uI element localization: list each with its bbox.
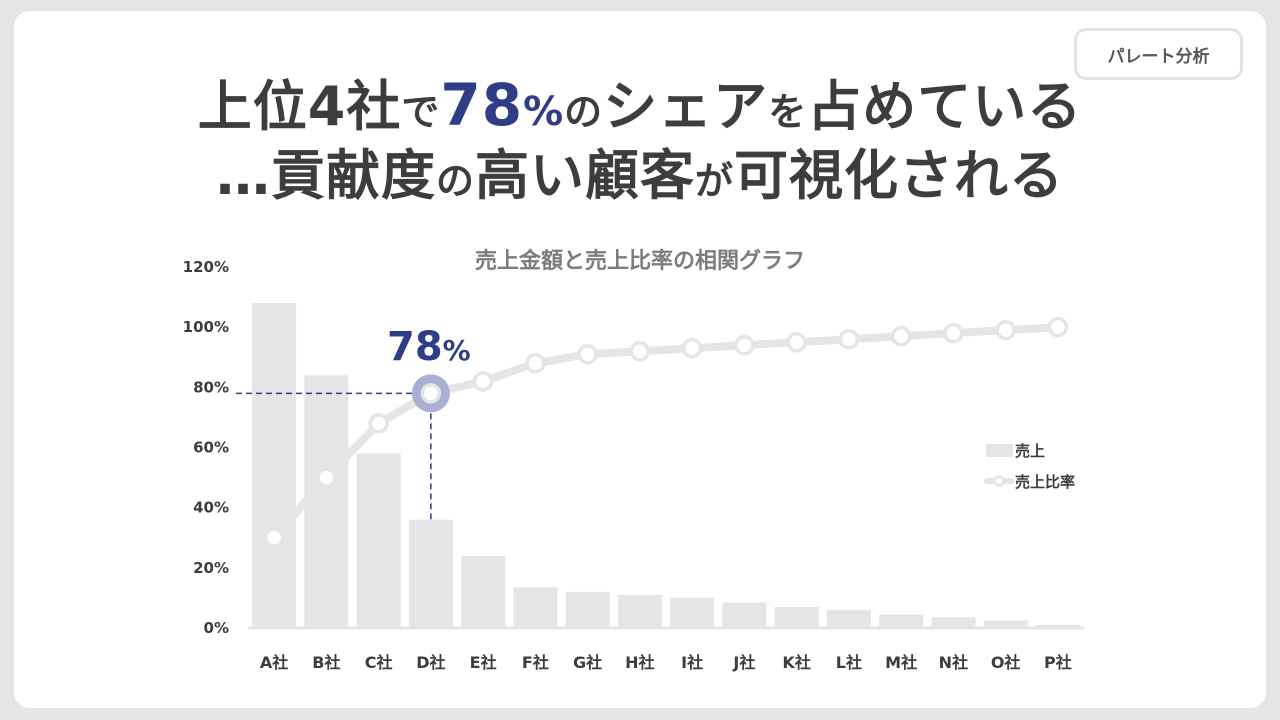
y-tick-label: 80% — [193, 378, 229, 396]
bar-C社 — [356, 453, 401, 628]
annotation-label: 78% — [387, 324, 471, 370]
line-point-I社 — [681, 337, 703, 359]
bar-G社 — [565, 591, 610, 628]
y-tick-label: 0% — [204, 619, 229, 637]
bar-H社 — [617, 594, 662, 628]
y-tick-label: 60% — [193, 439, 229, 457]
bar-O社 — [983, 620, 1028, 628]
bar-N社 — [931, 617, 976, 628]
bar-B社 — [304, 375, 349, 628]
section-tag: パレート分析 — [1074, 28, 1243, 80]
bar-F社 — [513, 587, 558, 628]
x-tick-label: C社 — [365, 653, 393, 672]
bar-A社 — [252, 303, 297, 628]
headline-part: の — [564, 90, 604, 134]
x-tick-label: B社 — [312, 653, 340, 672]
headline-line-1: 上位4社で78%のシェアを占めている — [0, 76, 1280, 134]
bar-E社 — [461, 555, 506, 628]
x-tick-label: L社 — [836, 653, 862, 672]
line-point-J社 — [734, 334, 755, 356]
headline-highlight: 78% — [440, 71, 565, 139]
x-tick-label: O社 — [991, 653, 1021, 672]
x-tick-label: M社 — [885, 653, 917, 672]
bar-I社 — [670, 597, 715, 628]
y-tick-label: 40% — [193, 499, 229, 517]
line-point-D社 — [420, 383, 442, 404]
bar-K社 — [774, 606, 819, 628]
legend-label: 売上 — [1015, 442, 1045, 460]
line-point-F社 — [525, 353, 546, 374]
bar-J社 — [722, 602, 767, 628]
x-tick-label: N社 — [939, 653, 968, 672]
y-tick-label: 100% — [183, 318, 229, 336]
y-tick-label: 120% — [183, 258, 229, 276]
x-tick-label: E社 — [470, 653, 497, 672]
headline-part: 可視化される — [734, 144, 1065, 207]
line-point-E社 — [472, 371, 494, 392]
headline-part: 占めている — [807, 75, 1083, 138]
bar-L社 — [826, 609, 871, 628]
headline-part: で — [401, 90, 441, 134]
line-point-H社 — [629, 340, 651, 362]
bar-P社 — [1035, 624, 1080, 628]
x-tick-label: F社 — [522, 653, 549, 672]
legend-label: 売上比率 — [1015, 473, 1075, 491]
headline-line-2: …貢献度の高い顧客が可視化される — [0, 149, 1280, 203]
headline-part: 上位4社 — [197, 75, 402, 138]
x-tick-label: I社 — [681, 653, 703, 672]
x-tick-label: D社 — [416, 653, 445, 672]
bar-D社 — [408, 519, 453, 628]
x-tick-label: G社 — [573, 653, 602, 672]
line-point-M社 — [890, 325, 912, 347]
line-point-B社 — [316, 467, 337, 488]
bar-M社 — [879, 614, 924, 628]
headline-part: シェア — [603, 75, 769, 138]
legend-swatch-point — [993, 475, 1005, 487]
line-point-N社 — [943, 322, 964, 344]
legend-swatch-bar — [986, 444, 1013, 457]
y-tick-label: 20% — [193, 559, 229, 577]
line-point-K社 — [786, 331, 807, 353]
line-point-C社 — [368, 413, 389, 434]
line-point-O社 — [995, 319, 1016, 341]
line-point-A社 — [263, 527, 285, 548]
line-point-G社 — [577, 343, 598, 365]
x-tick-label: A社 — [260, 653, 288, 672]
x-tick-label: H社 — [625, 653, 654, 672]
headline-part: を — [768, 90, 808, 134]
headline-part: の — [435, 159, 475, 203]
headline-part: …貢献度 — [215, 144, 436, 207]
series-line-売上比率 — [270, 323, 1062, 542]
x-tick-label: K社 — [782, 653, 810, 672]
line-point-P社 — [1047, 316, 1069, 338]
x-tick-label: J社 — [732, 653, 755, 672]
line-point-L社 — [838, 328, 860, 350]
x-tick-label: P社 — [1044, 653, 1072, 672]
chart-title: 売上金額と売上比率の相関グラフ — [475, 248, 805, 274]
headline-part: が — [695, 159, 735, 203]
headline-part: 高い顧客 — [475, 144, 695, 207]
